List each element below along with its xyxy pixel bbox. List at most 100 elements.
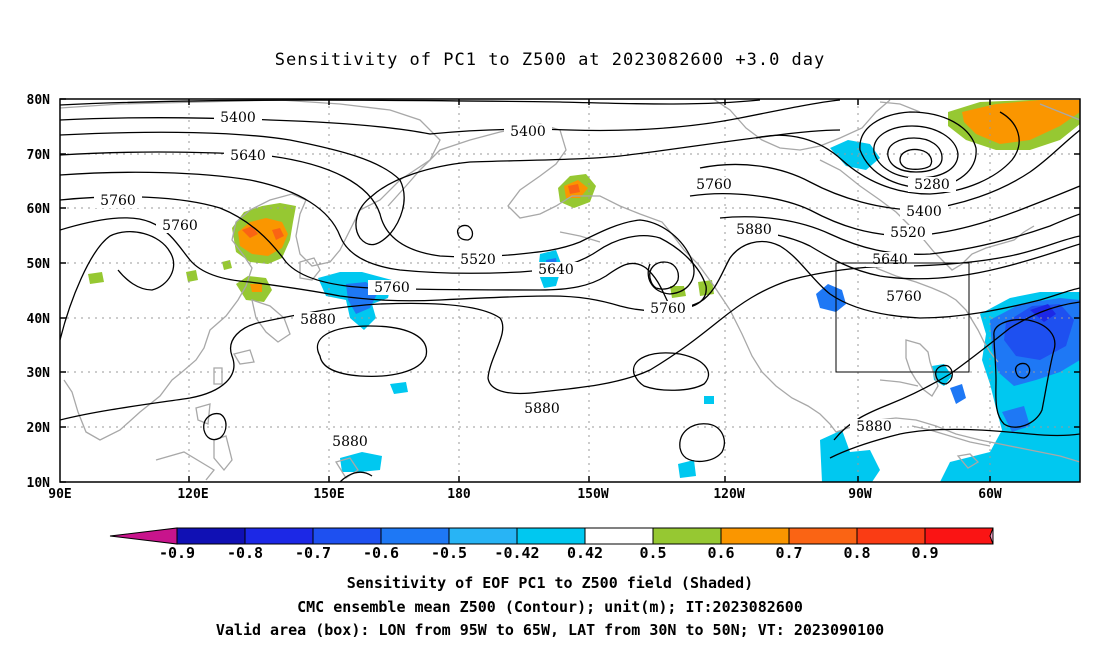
lat-labels: 80N 70N 60N 50N 40N 30N 20N 10N	[27, 93, 51, 491]
contour-label-text: 5280	[914, 177, 950, 193]
colorbar-label: 0.5	[639, 544, 666, 562]
contour-label: 5880	[730, 222, 778, 238]
colorbar-swatch	[244, 527, 314, 545]
colorbar-label: -0.7	[295, 544, 331, 562]
contour-label-text: 5640	[538, 262, 574, 278]
contour-label: 5640	[224, 148, 272, 164]
positive-core	[568, 184, 580, 194]
contour-label: 5880	[518, 401, 566, 417]
colorbar-label: 0.9	[911, 544, 938, 562]
z500-contours	[60, 99, 1080, 482]
contour-label-text: 5880	[856, 419, 892, 435]
negative-patch	[830, 140, 880, 170]
contour-label-text: 5400	[510, 124, 546, 140]
contour-label-text: 5880	[300, 312, 336, 328]
colorbar-label: 0.6	[707, 544, 734, 562]
contour-label: 5760	[368, 280, 416, 296]
colorbar-label: -0.42	[494, 544, 539, 562]
lon-labels: 90E 120E 150E 180 150W 120W 90W 60W	[48, 487, 1002, 502]
contour-label: 5640	[532, 262, 580, 278]
positive-patch	[222, 260, 232, 270]
contour-label-text: 5760	[162, 218, 198, 234]
lon-label: 60W	[978, 487, 1002, 502]
caption-shading: Sensitivity of EOF PC1 to Z500 field (Sh…	[346, 574, 754, 592]
colorbar-swatch	[448, 527, 518, 545]
colorbar-swatch	[788, 527, 858, 545]
contour-label: 5400	[504, 124, 552, 140]
colorbar-label: -0.6	[363, 544, 399, 562]
map-frame	[59, 98, 1081, 483]
positive-core	[962, 100, 1080, 144]
lat-label: 70N	[27, 148, 51, 163]
colorbar-label: -0.9	[159, 544, 195, 562]
lon-label: 90W	[848, 487, 872, 502]
contour-label: 5760	[156, 218, 204, 234]
lat-label: 20N	[27, 421, 51, 436]
contour-label: 5760	[644, 301, 692, 317]
contour-label-text: 5880	[524, 401, 560, 417]
map-title: Sensitivity of PC1 to Z500 at 2023082600…	[274, 50, 826, 70]
contour-label-text: 5760	[100, 193, 136, 209]
contour-label-text: 5640	[230, 148, 266, 164]
lat-label: 10N	[27, 476, 51, 491]
contour-label: 5760	[880, 289, 928, 305]
colorbar-swatch	[516, 527, 586, 545]
positive-core	[242, 226, 258, 238]
colorbar-arrow-right	[989, 527, 994, 545]
colorbar-label: -0.5	[431, 544, 467, 562]
colorbar-arrow-left	[109, 527, 178, 545]
lon-label: 150E	[313, 487, 344, 502]
negative-patch	[816, 284, 846, 312]
negative-patch	[340, 452, 382, 472]
contour-label: 5760	[94, 193, 142, 209]
lon-label: 150W	[577, 487, 608, 502]
contour-label-text: 5400	[220, 110, 256, 126]
lon-axis	[188, 99, 991, 482]
contour-label: 5880	[326, 434, 374, 450]
contour-label-text: 5760	[696, 177, 732, 193]
contour-label-text: 5880	[736, 222, 772, 238]
contour-label: 5880	[850, 419, 898, 435]
colorbar-swatch	[924, 527, 994, 545]
colorbar-swatch	[312, 527, 382, 545]
contour-label-text: 5760	[374, 280, 410, 296]
colorbar-swatch	[176, 527, 246, 545]
contour-label-text: 5400	[906, 204, 942, 220]
colorbar-swatch	[584, 527, 654, 545]
lon-label: 180	[447, 487, 471, 502]
contour-label: 5880	[294, 312, 342, 328]
colorbar-label: 0.8	[843, 544, 870, 562]
contour-label: 5520	[454, 252, 502, 268]
lat-label: 60N	[27, 202, 51, 217]
caption-contour: CMC ensemble mean Z500 (Contour); unit(m…	[297, 598, 803, 616]
lon-label: 120W	[713, 487, 744, 502]
lat-label: 80N	[27, 93, 51, 108]
contour-label-text: 5640	[872, 252, 908, 268]
contour-label: 5400	[214, 110, 262, 126]
negative-patch	[950, 384, 966, 404]
contour-label-text: 5880	[332, 434, 368, 450]
lon-label: 120E	[177, 487, 208, 502]
contour-label: 5280	[908, 177, 956, 193]
contour-label: 5520	[884, 225, 932, 241]
coastlines	[60, 99, 1080, 481]
colorbar-label: 0.7	[775, 544, 802, 562]
valid-area-box	[835, 262, 970, 373]
contour-label-text: 5520	[890, 225, 926, 241]
negative-patch	[820, 430, 880, 482]
colorbar-label: 0.42	[567, 544, 603, 562]
contour-label: 5760	[690, 177, 738, 193]
lat-label: 30N	[27, 366, 51, 381]
colorbar: -0.9 -0.8 -0.7 -0.6 -0.5 -0.42 0.42 0.5 0.6 0.7 0.…	[109, 527, 994, 562]
caption-valid-area: Valid area (box): LON from 95W to 65W, L…	[215, 621, 885, 639]
positive-patch	[186, 270, 198, 282]
colorbar-swatch	[856, 527, 926, 545]
negative-patch	[678, 460, 696, 478]
negative-patch	[704, 396, 714, 404]
negative-patch	[390, 382, 408, 394]
positive-core	[272, 228, 284, 240]
contour-labels: 5400 5400 5640 5760 5760 5520 5640 5760 …	[94, 110, 956, 450]
lat-label: 40N	[27, 312, 51, 327]
contour-label-text: 5760	[650, 301, 686, 317]
